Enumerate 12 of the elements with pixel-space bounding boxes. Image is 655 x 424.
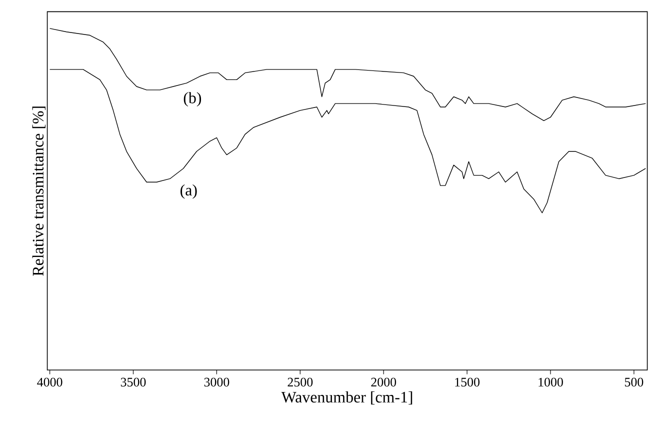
- x-tick-label: 3500: [120, 378, 146, 387]
- x-tick-label: 3000: [204, 378, 230, 387]
- y-axis-title: Relative transmittance [%]: [32, 106, 46, 276]
- series-label: (a): [180, 184, 197, 199]
- x-tick-label: 1500: [455, 378, 480, 387]
- x-tick-label: 2500: [288, 378, 313, 387]
- x-tick-label: 2000: [371, 378, 396, 387]
- x-tick-label: 1000: [538, 378, 563, 387]
- x-tick-label: 500: [624, 378, 644, 387]
- x-axis-title: Wavenumber [cm-1]: [281, 391, 412, 405]
- series-label: (b): [184, 92, 202, 107]
- x-tick-label: 4000: [37, 378, 62, 387]
